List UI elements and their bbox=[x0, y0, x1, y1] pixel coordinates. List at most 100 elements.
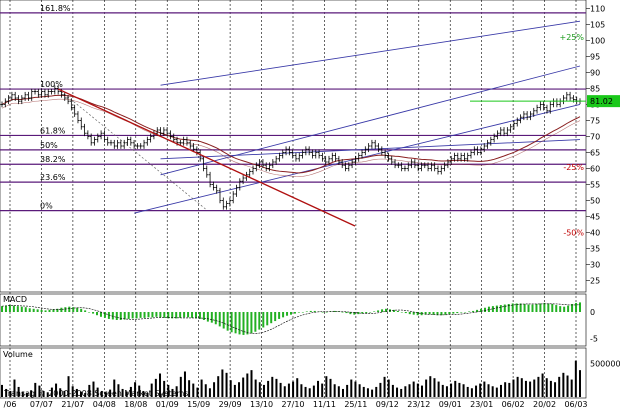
macd-bar bbox=[436, 312, 439, 316]
volume-bar bbox=[92, 381, 95, 397]
macd-tick-label: -5 bbox=[590, 335, 598, 344]
volume-bar bbox=[333, 384, 336, 397]
date-tick-label: 09/01 bbox=[439, 400, 462, 409]
macd-bar bbox=[412, 312, 415, 315]
volume-bar bbox=[250, 370, 253, 397]
volume-bar bbox=[437, 381, 440, 397]
macd-bar bbox=[48, 309, 51, 312]
volume-bar bbox=[346, 384, 349, 397]
volume-bar bbox=[38, 385, 41, 397]
volume-bar bbox=[462, 384, 465, 397]
macd-bar bbox=[103, 312, 106, 318]
volume-bar bbox=[100, 390, 103, 397]
macd-bar bbox=[507, 304, 510, 312]
macd-bar bbox=[24, 307, 27, 312]
macd-bar bbox=[99, 312, 102, 317]
macd-bar bbox=[163, 312, 166, 318]
date-tick-label: 21/07 bbox=[61, 400, 84, 409]
volume-bar bbox=[13, 379, 16, 397]
volume-bar bbox=[262, 384, 265, 397]
volume-bar bbox=[246, 373, 249, 397]
volume-bar bbox=[271, 376, 274, 397]
price-tick-label: 70 bbox=[590, 132, 600, 141]
macd-bar bbox=[551, 304, 554, 312]
macd-bar bbox=[20, 306, 23, 312]
macd-bar bbox=[194, 312, 197, 319]
volume-bar bbox=[499, 384, 502, 397]
date-tick-label: 18/08 bbox=[124, 400, 147, 409]
macd-bar bbox=[341, 312, 344, 313]
macd-bar bbox=[392, 309, 395, 312]
price-tick-label: 35 bbox=[590, 244, 600, 253]
macd-bar bbox=[361, 312, 364, 314]
last-price-text: 81.02 bbox=[590, 97, 613, 106]
price-tick-label: 65 bbox=[590, 148, 600, 157]
volume-bar bbox=[479, 383, 482, 397]
volume-bar bbox=[121, 388, 124, 397]
volume-bar bbox=[150, 383, 153, 397]
macd-bar bbox=[36, 309, 39, 312]
volume-bar bbox=[350, 379, 353, 397]
macd-bar bbox=[8, 305, 11, 312]
volume-bar bbox=[88, 384, 91, 397]
date-tick-label: 23/01 bbox=[470, 400, 493, 409]
macd-bar bbox=[282, 312, 285, 318]
macd-bar bbox=[381, 309, 384, 312]
moving-average bbox=[1, 94, 581, 177]
macd-bar bbox=[198, 312, 201, 319]
macd-bar bbox=[167, 312, 170, 319]
macd-bar bbox=[16, 306, 19, 312]
macd-bar bbox=[88, 312, 91, 313]
macd-tick-label: 0 bbox=[590, 308, 595, 317]
price-tick-label: 110 bbox=[590, 4, 605, 13]
date-tick-label: 07/07 bbox=[30, 400, 53, 409]
volume-tick-label: 500000 bbox=[590, 359, 620, 368]
volume-bar bbox=[516, 376, 519, 397]
price-tick-label: 45 bbox=[590, 212, 600, 221]
macd-bar bbox=[84, 310, 87, 312]
macd-bar bbox=[357, 312, 360, 315]
macd-bar bbox=[179, 312, 182, 318]
volume-bar bbox=[17, 386, 20, 397]
macd-bar bbox=[575, 302, 578, 312]
volume-bar bbox=[283, 386, 286, 397]
volume-bar bbox=[329, 378, 332, 397]
volume-bar bbox=[529, 381, 532, 397]
macd-bar bbox=[76, 307, 79, 312]
last-price-tag: 81.02 bbox=[470, 95, 620, 108]
volume-bar bbox=[354, 381, 357, 397]
macd-bar bbox=[246, 312, 249, 335]
macd-label: MACD bbox=[3, 295, 27, 304]
volume-bar bbox=[63, 390, 66, 397]
macd-bar bbox=[183, 312, 186, 318]
volume-bar bbox=[34, 382, 37, 397]
date-tick-label: 29/09 bbox=[219, 400, 242, 409]
percent-label: +25% bbox=[560, 33, 585, 42]
macd-bar bbox=[28, 308, 31, 312]
macd-bar bbox=[444, 312, 447, 315]
macd-bar bbox=[206, 312, 209, 322]
price-candles bbox=[0, 85, 582, 210]
volume-bar bbox=[308, 388, 311, 397]
volume-bar bbox=[175, 386, 178, 397]
macd-bar bbox=[365, 312, 368, 314]
macd-bar bbox=[92, 312, 95, 314]
macd-bar bbox=[222, 312, 225, 329]
macd-bar bbox=[191, 312, 194, 318]
macd-bar bbox=[480, 308, 483, 312]
volume-bar bbox=[167, 384, 170, 397]
volume-bar bbox=[533, 379, 536, 397]
macd-bar bbox=[139, 312, 142, 318]
date-axis: /06 07/07 21/07 04/08 18/08 01/09 15/09 29/09 13… bbox=[4, 400, 588, 409]
volume-bar bbox=[109, 389, 112, 397]
macd-bar bbox=[313, 310, 316, 312]
volume-bar bbox=[470, 388, 473, 397]
macd-bar bbox=[262, 312, 265, 328]
macd-bar bbox=[278, 312, 281, 319]
volume-bar bbox=[383, 376, 386, 397]
macd-bar bbox=[416, 312, 419, 316]
volume-bar bbox=[5, 388, 8, 397]
macd-bar bbox=[428, 312, 431, 315]
macd-bar bbox=[464, 312, 467, 313]
